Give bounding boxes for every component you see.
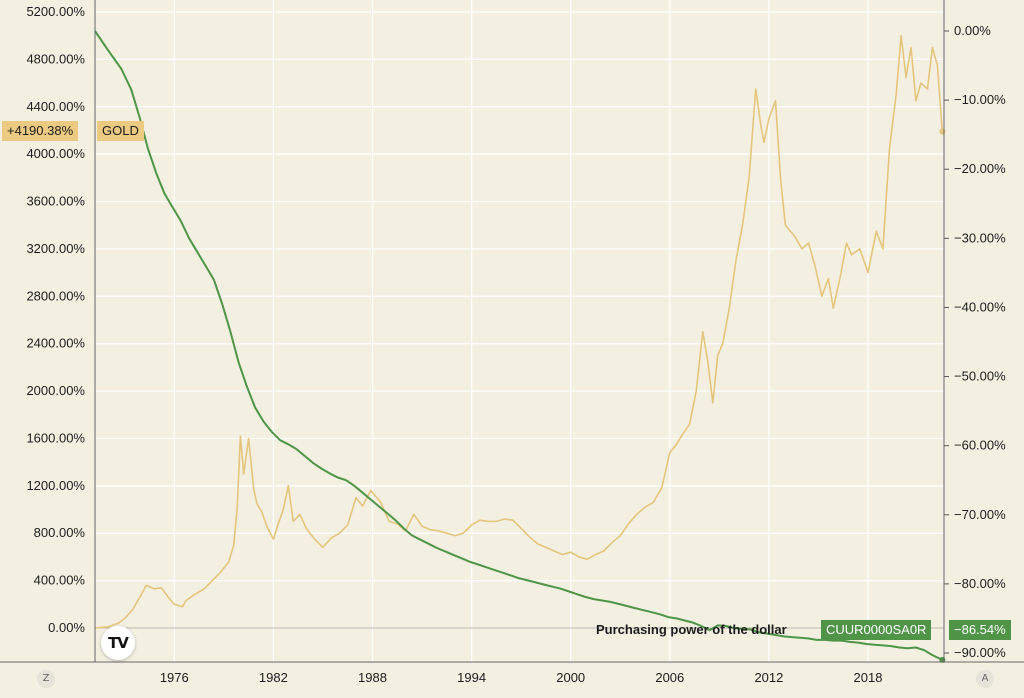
left-tick-label: 5200.00%	[26, 4, 85, 19]
left-tick-label: 4400.00%	[26, 99, 85, 114]
right-tick-label: −40.00%	[954, 299, 1006, 314]
dollar-annotation: Purchasing power of the dollar	[596, 622, 787, 637]
series-layer	[94, 30, 946, 663]
right-tick-label: −20.00%	[954, 161, 1006, 176]
x-tick-label: 1988	[358, 670, 387, 685]
x-tick-label: 2006	[655, 670, 684, 685]
x-tick-label: 1976	[160, 670, 189, 685]
right-tick-label: −90.00%	[954, 645, 1006, 660]
left-tick-label: 3200.00%	[26, 241, 85, 256]
series-line-cuur0000sa0r	[94, 30, 943, 661]
x-tick-label: 1982	[259, 670, 288, 685]
x-tick-label: 2018	[854, 670, 883, 685]
x-tick-label: 2012	[754, 670, 783, 685]
left-tick-label: 2800.00%	[26, 288, 85, 303]
gold-last-value-badge: +4190.38%	[2, 121, 79, 141]
left-tick-label: 400.00%	[34, 573, 86, 588]
right-tick-label: 0.00%	[954, 23, 991, 38]
dollar-series-label: CUUR0000SA0R	[821, 620, 932, 640]
left-tick-label: 2000.00%	[26, 383, 85, 398]
left-scale-button[interactable]: Z	[37, 670, 55, 688]
grid-layer	[95, 0, 944, 662]
right-tick-label: −30.00%	[954, 230, 1006, 245]
left-tick-label: 0.00%	[48, 620, 85, 635]
x-tick-label: 2000	[556, 670, 585, 685]
series-line-gold	[94, 34, 944, 629]
left-tick-label: 2400.00%	[26, 336, 85, 351]
right-scale-button[interactable]: A	[976, 670, 994, 688]
left-tick-label: 4000.00%	[26, 146, 85, 161]
dollar-last-value-badge: −86.54%	[949, 620, 1011, 640]
left-tick-label: 1200.00%	[26, 478, 85, 493]
left-tick-label: 800.00%	[34, 525, 86, 540]
right-tick-label: −70.00%	[954, 507, 1006, 522]
right-tick-label: −10.00%	[954, 92, 1006, 107]
right-tick-label: −60.00%	[954, 438, 1006, 453]
left-tick-label: 3600.00%	[26, 194, 85, 209]
right-tick-label: −80.00%	[954, 576, 1006, 591]
left-tick-label: 4800.00%	[26, 51, 85, 66]
x-tick-label: 1994	[457, 670, 486, 685]
tradingview-logo[interactable]: TV	[101, 626, 135, 660]
left-tick-label: 1600.00%	[26, 430, 85, 445]
gold-series-label: GOLD	[97, 121, 144, 141]
right-tick-label: −50.00%	[954, 369, 1006, 384]
